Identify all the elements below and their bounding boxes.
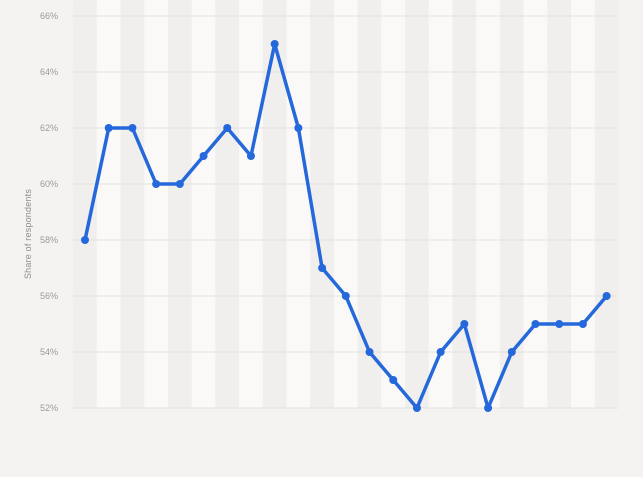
plot-band <box>405 0 429 408</box>
y-tick-label: 52% <box>40 403 58 413</box>
plot-band <box>476 0 500 408</box>
plot-band <box>499 0 524 408</box>
plot-band <box>571 0 595 408</box>
plot-band <box>96 0 121 408</box>
data-point-marker[interactable] <box>246 152 255 160</box>
plot-band <box>333 0 358 408</box>
plot-band <box>452 0 477 408</box>
y-tick-label: 56% <box>40 291 58 301</box>
plot-band <box>523 0 548 408</box>
y-tick-label: 60% <box>40 179 58 189</box>
data-point-marker[interactable] <box>81 236 89 244</box>
plot-band <box>310 0 334 408</box>
plot-band <box>144 0 168 408</box>
data-point-marker[interactable] <box>223 124 232 132</box>
plot-band <box>286 0 311 408</box>
plot-band <box>357 0 382 408</box>
plot-band <box>191 0 216 408</box>
plot-band <box>120 0 145 408</box>
data-point-marker[interactable] <box>104 124 113 132</box>
plot-band <box>167 0 192 408</box>
plot-band <box>73 0 97 408</box>
data-point-marker[interactable] <box>152 180 161 188</box>
data-point-marker[interactable] <box>199 152 208 160</box>
data-point-marker[interactable] <box>436 348 445 356</box>
data-point-marker[interactable] <box>578 320 587 328</box>
y-tick-label: 64% <box>40 67 58 77</box>
plot-band <box>262 0 287 408</box>
y-axis-title: Share of respondents <box>23 188 33 280</box>
plot-band <box>428 0 453 408</box>
data-point-marker[interactable] <box>531 320 540 328</box>
data-point-marker[interactable] <box>602 292 611 300</box>
data-point-marker[interactable] <box>460 320 469 328</box>
data-point-marker[interactable] <box>175 180 184 188</box>
data-point-marker[interactable] <box>555 320 564 328</box>
data-point-marker[interactable] <box>365 348 374 356</box>
y-tick-label: 58% <box>40 235 58 245</box>
data-point-marker[interactable] <box>412 404 421 412</box>
y-tick-label: 62% <box>40 123 58 133</box>
plot-band <box>239 0 263 408</box>
plot-band <box>547 0 572 408</box>
data-point-marker[interactable] <box>389 376 398 384</box>
plot-band <box>594 0 619 408</box>
y-tick-label: 54% <box>40 347 58 357</box>
data-point-marker[interactable] <box>294 124 303 132</box>
plot-band <box>215 0 240 408</box>
data-point-marker[interactable] <box>128 124 137 132</box>
data-point-marker[interactable] <box>507 348 516 356</box>
data-point-marker[interactable] <box>484 404 493 412</box>
plot-band <box>381 0 406 408</box>
y-tick-label: 66% <box>40 11 58 21</box>
data-point-marker[interactable] <box>318 264 327 272</box>
data-point-marker[interactable] <box>341 292 350 300</box>
data-point-marker[interactable] <box>270 40 279 48</box>
